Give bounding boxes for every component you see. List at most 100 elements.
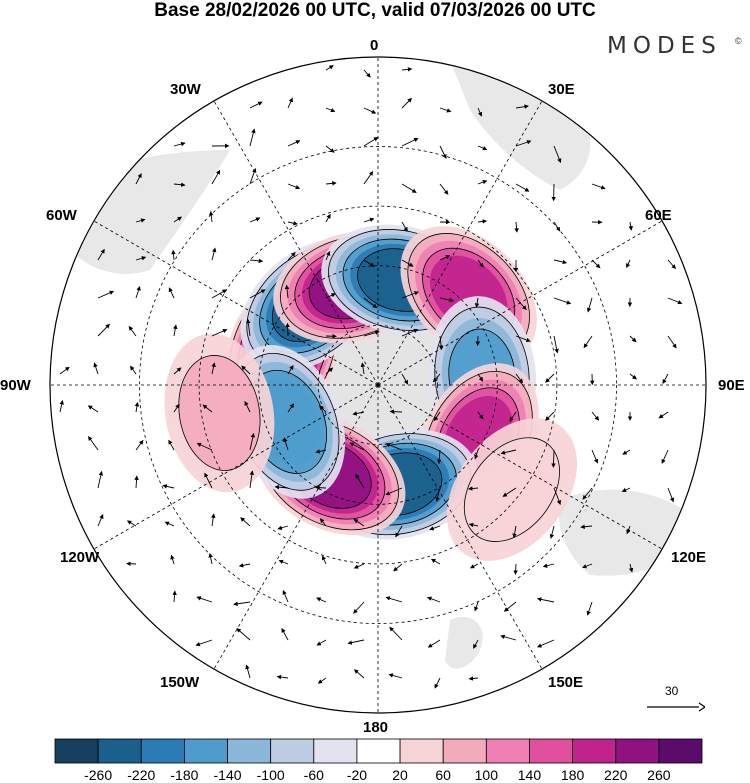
wind-vector [249,470,255,489]
colorbar-swatch [399,738,444,764]
wind-vector [284,284,290,299]
circulation-line [463,437,560,542]
lon-label-0: 0 [370,37,379,54]
colorbar-swatch [140,738,185,764]
colorbar-tick-label: -260 [84,767,113,783]
wind-vector [500,449,517,455]
wind-vector [515,140,532,147]
wind-vector [389,409,403,414]
wind-vector [439,254,451,261]
polar-anomaly-map [49,56,707,714]
wind-vector [246,318,251,337]
wind-vector [211,513,216,527]
wind-vector [319,518,327,527]
colorbar-tick-label: -60 [303,767,324,783]
wind-vector [553,259,568,265]
wind-vector [477,259,484,268]
wind-vector [97,470,104,489]
lon-label-30e: 30E [548,81,575,98]
wind-vector [353,601,365,614]
colorbar-tick-label: -140 [213,767,242,783]
lon-label-60w: 60W [46,207,77,224]
wind-vector [208,552,213,565]
wind-vector [196,596,213,603]
wind-vector [249,128,256,147]
anomaly-pos-100w-out [164,333,275,493]
wind-vector [316,597,327,603]
wind-vector [591,183,606,190]
wind-vector [321,555,327,565]
wind-vector [363,170,374,185]
wind-vector [196,442,213,451]
wind-vector [401,183,417,193]
wind-vector [477,411,484,420]
wind-vector [474,601,479,612]
wind-vector [202,404,213,413]
brand-registered-mark: © [735,36,742,46]
wind-vector [208,210,214,223]
wind-vector [628,563,634,573]
wind-vector [211,289,227,299]
wind-vector [363,69,371,78]
meridian-line [377,384,543,670]
wind-vector [439,145,447,159]
colorbar-tick-label: 20 [392,767,408,783]
wind-vector [168,439,175,451]
wind-vector [439,107,452,113]
lon-label-90e: 90E [718,377,745,394]
wind-vector [287,97,293,109]
wind-vector [549,525,555,539]
wind-vector [325,293,336,299]
wind-vector [59,400,64,413]
wind-vector [173,182,186,187]
wind-vector [474,297,480,308]
wind-vector [249,217,261,223]
lon-label-30w: 30W [170,81,201,98]
wind-vector [427,596,441,603]
wind-vector [385,442,403,451]
lon-label-150w: 150W [160,674,200,691]
wind-vector [363,137,379,147]
map-title: Base 28/02/2026 00 UTC, valid 07/03/2026… [154,0,596,21]
wind-vector [355,473,365,489]
wind-vector [97,323,110,337]
map-boundary [49,56,707,714]
wind-vector [503,601,517,612]
wind-vector [582,487,593,500]
colorbar-swatch [615,738,660,764]
new-zealand-landmass [445,616,483,669]
wind-vector [173,403,180,413]
colorbar-swatch [356,738,401,764]
lon-label-120e: 120E [671,549,707,566]
wind-vector [537,639,555,648]
graticule [50,57,706,713]
wind-vector [468,676,479,681]
wind-vector [170,554,175,565]
wind-vector [536,597,555,603]
wind-vector [353,669,365,679]
wind-vector [582,563,593,569]
wind-vector [325,65,334,71]
wind-vector [393,563,403,572]
wind-vector [173,216,183,223]
wind-vector [249,101,263,109]
wind-vector [325,145,335,153]
brand-logo: MODES [607,33,722,59]
wind-vector [436,449,442,465]
wind-vector [401,328,419,337]
meridian-line [213,100,379,386]
wind-vector [93,362,99,375]
wind-vector [211,169,221,185]
wind-vector [211,362,216,375]
wind-vector [353,563,365,569]
wind-vector [389,626,403,641]
wind-vector [360,362,366,375]
wind-vector [325,107,336,113]
wind-vector [434,677,441,689]
wind-vector [401,373,409,385]
wind-vector [509,411,517,422]
wind-vector [667,297,683,305]
wind-vector [468,522,479,528]
wind-vector [249,258,264,264]
lon-label-180: 180 [363,719,389,736]
